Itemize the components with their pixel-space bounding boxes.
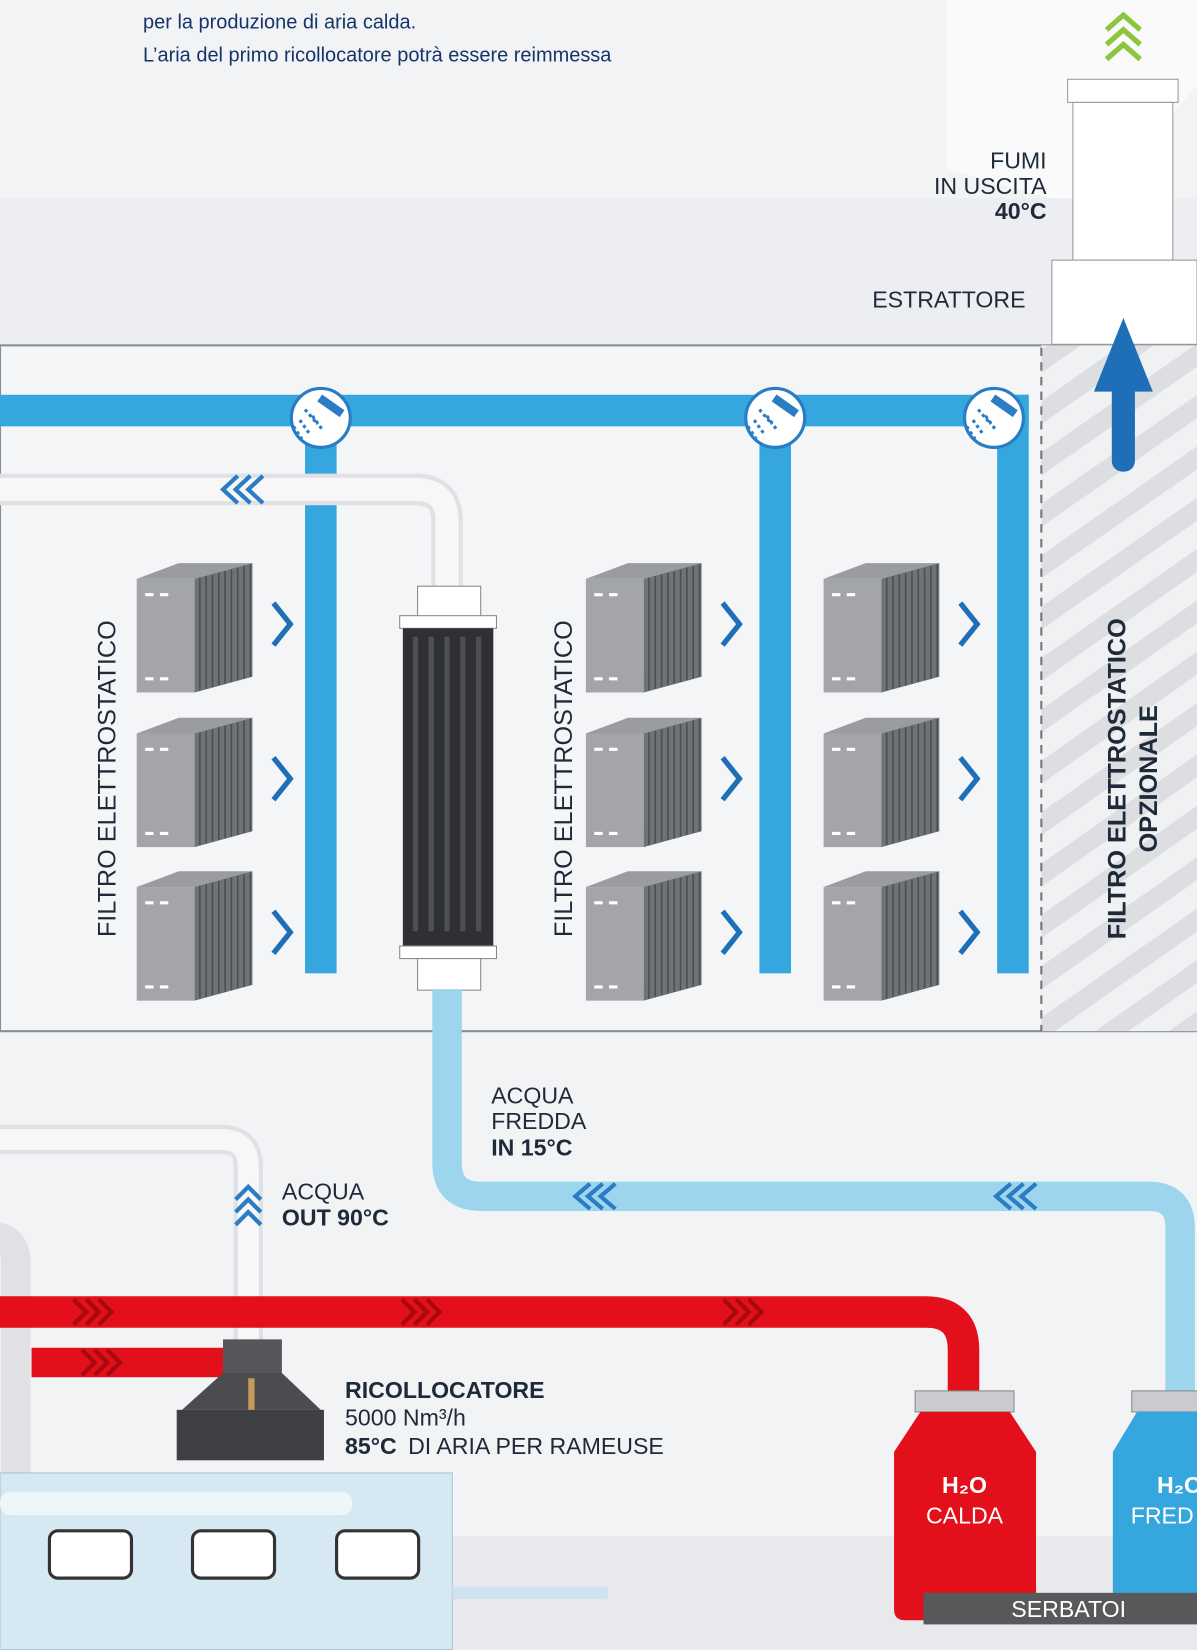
relocator-flow: 5000 Nm³/h — [345, 1405, 466, 1431]
tank-label: CALDA — [926, 1502, 1004, 1528]
page: {"intro": {"lines": ["per la produzione … — [0, 0, 1197, 1650]
side-pipe — [0, 1236, 16, 1473]
temperature: OUT 90°C — [282, 1205, 389, 1231]
tank-formula: H₂O — [1157, 1472, 1197, 1498]
relocator-temp: 85°C — [345, 1433, 397, 1459]
tanks-label: SERBATOI — [1011, 1596, 1126, 1622]
filter-label: FILTRO ELETTROSTATICO — [94, 620, 122, 937]
temperature: IN 15°C — [491, 1134, 573, 1160]
diagram: per la produzione di aria calda. L’aria … — [0, 0, 1197, 1650]
intro-line: L’aria del primo ricollocatore potrà ess… — [143, 44, 612, 66]
label: ACQUA — [282, 1178, 365, 1204]
heat-exchanger — [400, 586, 497, 990]
intro-line: per la produzione di aria calda. — [143, 12, 416, 34]
optional-label: OPZIONALE — [1135, 705, 1163, 852]
relocator-title: RICOLLOCATORE — [345, 1377, 545, 1403]
hot-pipe-short — [32, 1348, 227, 1377]
optional-label: FILTRO ELETTROSTATICO — [1103, 618, 1131, 939]
label: FUMI — [990, 148, 1047, 174]
relocator-desc: DI ARIA PER RAMEUSE — [408, 1433, 664, 1459]
tank-label: FRED — [1131, 1502, 1194, 1528]
temperature: 40°C — [995, 198, 1047, 224]
label: FREDDA — [491, 1108, 587, 1134]
tank-formula: H₂O — [942, 1472, 987, 1498]
label: ACQUA — [491, 1083, 574, 1109]
label: ESTRATTORE — [872, 286, 1025, 312]
filter-label: FILTRO ELETTROSTATICO — [550, 620, 578, 937]
label: IN USCITA — [934, 173, 1047, 199]
